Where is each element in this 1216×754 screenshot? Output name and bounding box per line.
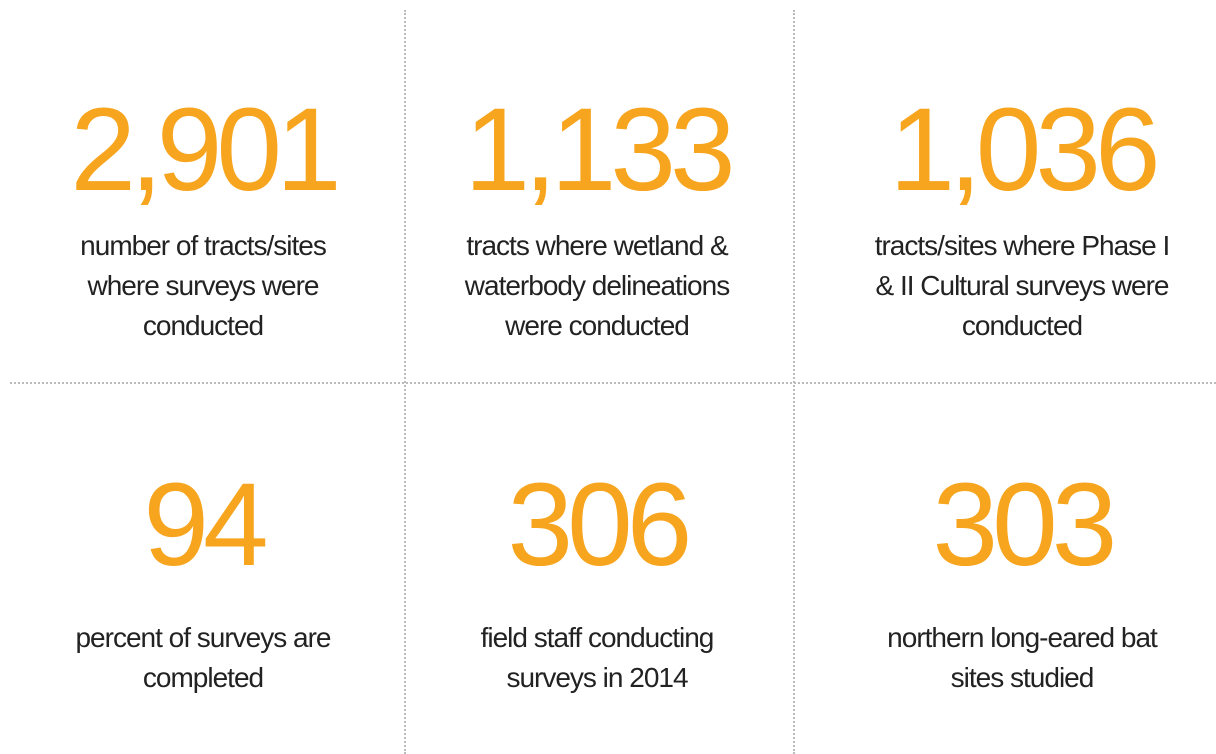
stat-description: number of tracts/sites where surveys were…	[3, 226, 403, 346]
stat-description: northern long-eared bat sites studied	[822, 618, 1216, 698]
description-line: completed	[142, 662, 264, 693]
description-line: conducted	[961, 310, 1083, 341]
divider	[10, 382, 1216, 384]
description-line: where surveys were	[87, 270, 320, 301]
description-line: tracts where wetland &	[466, 230, 728, 261]
stat-value: 1,133	[464, 84, 735, 216]
description-line: field staff conducting	[480, 622, 715, 653]
stat-description: tracts/sites where Phase I & II Cultural …	[822, 226, 1216, 346]
stat-value: 94	[143, 459, 268, 591]
stat-value: 303	[932, 459, 1118, 591]
description-line: were conducted	[505, 310, 690, 341]
description-line: & II Cultural surveys were	[875, 270, 1170, 301]
description-line: waterbody delineations	[464, 270, 730, 301]
stat-value: 306	[507, 459, 693, 591]
stat-description: field staff conducting surveys in 2014	[397, 618, 797, 698]
stat-value: 2,901	[70, 84, 341, 216]
description-line: conducted	[142, 310, 264, 341]
description-line: sites studied	[950, 662, 1095, 693]
description-line: percent of surveys are	[75, 622, 331, 653]
description-line: number of tracts/sites	[80, 230, 327, 261]
stat-description: percent of surveys are completed	[3, 618, 403, 698]
stat-description: tracts where wetland & waterbody delineat…	[397, 226, 797, 346]
description-line: tracts/sites where Phase I	[874, 230, 1171, 261]
stat-value: 1,036	[889, 84, 1160, 216]
description-line: northern long-eared bat	[887, 622, 1158, 653]
description-line: surveys in 2014	[506, 662, 688, 693]
